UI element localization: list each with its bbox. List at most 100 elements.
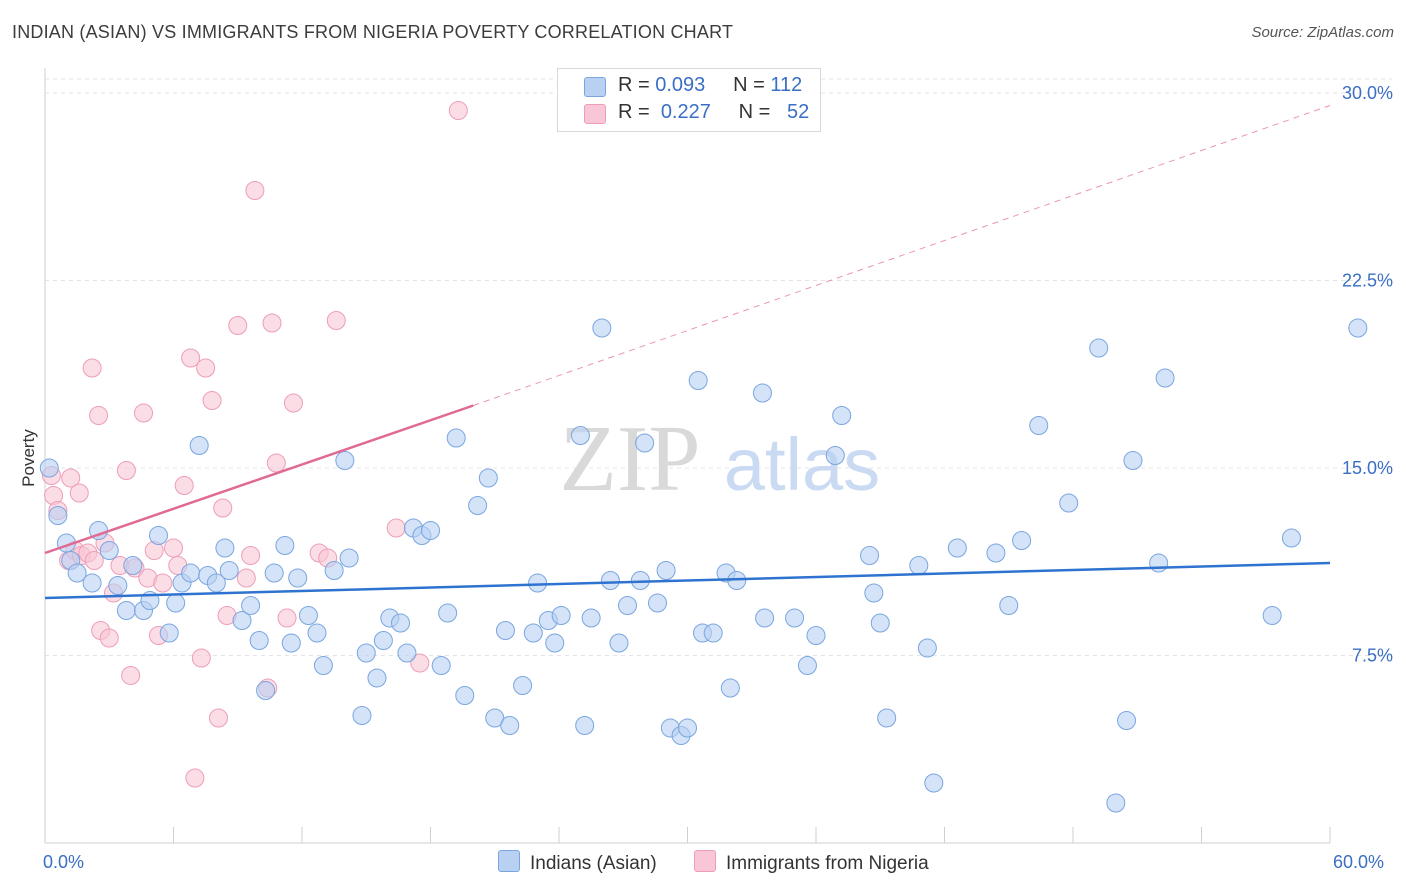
data-point-indians [688, 371, 708, 390]
data-point-indians [313, 656, 333, 675]
data-point-indians [298, 606, 318, 625]
data-point-indians [648, 593, 668, 613]
data-point-indians [1029, 416, 1049, 435]
trend-line-indians [44, 561, 1331, 600]
data-point-nigeria [213, 498, 233, 518]
legend-swatch-blue [584, 77, 606, 97]
data-point-indians [39, 458, 59, 478]
data-point-nigeria [121, 666, 141, 685]
bottom-legend-indians: Indians (Asian) [498, 850, 657, 875]
data-point-nigeria [191, 648, 211, 668]
data-point-indians [528, 573, 548, 593]
trend-line-nigeria-extension [473, 105, 1331, 406]
data-point-indians [82, 573, 102, 593]
data-point-indians [1059, 493, 1079, 513]
data-point-indians [438, 603, 458, 623]
y-tick-label: 7.5% [1352, 646, 1393, 666]
stats-legend: R = 0.093 N = 112 R = 0.227 N = 52 [557, 68, 821, 132]
series-immigrants-from-nigeria [41, 101, 468, 788]
data-point-indians [67, 563, 87, 583]
data-point-indians [755, 608, 775, 628]
data-point-indians [947, 538, 967, 558]
r-value: 0.227 [660, 101, 711, 123]
data-point-indians [275, 536, 295, 555]
data-point-indians [421, 521, 440, 540]
data-point-indians [288, 568, 308, 588]
data-point-indians [241, 596, 261, 615]
data-point-indians [609, 633, 629, 653]
data-point-indians [785, 608, 805, 628]
data-point-indians [181, 563, 201, 583]
data-point-nigeria [134, 403, 154, 423]
data-point-nigeria [283, 393, 303, 413]
data-point-nigeria [196, 358, 216, 378]
data-point-nigeria [99, 628, 119, 648]
data-point-nigeria [262, 313, 282, 333]
source-credit: Source: ZipAtlas.com [1251, 24, 1394, 41]
data-point-nigeria [185, 768, 205, 788]
data-point-indians [581, 608, 601, 628]
data-point-indians [307, 623, 327, 643]
data-point-indians [1123, 451, 1143, 470]
data-point-nigeria [164, 538, 183, 558]
data-point-indians [860, 546, 880, 565]
data-point-indians [797, 656, 817, 675]
bottom-legend-nigeria: Immigrants from Nigeria [694, 850, 929, 875]
n-value: 52 [787, 101, 810, 123]
data-point-nigeria [208, 708, 228, 728]
n-label: N = [738, 101, 771, 123]
r-label: R = [618, 74, 650, 96]
data-point-nigeria [228, 316, 248, 335]
data-point-nigeria [266, 453, 286, 473]
data-point-nigeria [153, 573, 173, 593]
data-point-indians [917, 638, 937, 658]
data-point-indians [189, 436, 209, 455]
y-tick-labels: 7.5% 15.0% 22.5% 30.0% [1342, 83, 1393, 666]
data-point-indians [1089, 338, 1109, 358]
data-point-nigeria [386, 518, 406, 538]
data-point-nigeria [181, 348, 201, 368]
x-tick-max: 60.0% [1333, 852, 1385, 872]
data-point-indians [523, 623, 543, 643]
series-indians-asian [39, 318, 1368, 813]
data-point-indians [468, 496, 488, 515]
y-tick-label: 22.5% [1342, 271, 1393, 291]
watermark-zip: ZIP [560, 407, 701, 511]
data-point-indians [123, 556, 143, 575]
data-point-indians [352, 706, 372, 725]
data-point-indians [545, 633, 565, 653]
data-point-indians [485, 708, 505, 728]
data-point-indians [478, 468, 498, 488]
data-point-indians [391, 613, 411, 633]
data-point-indians [1155, 368, 1175, 388]
legend-label-indians: Indians (Asian) [530, 853, 657, 874]
x-tick-min: 0.0% [43, 852, 85, 872]
data-point-indians [720, 678, 740, 698]
n-value: 112 [770, 74, 803, 96]
data-point-indians [1149, 553, 1169, 573]
data-point-indians [832, 406, 852, 425]
r-value: 0.093 [655, 74, 706, 96]
data-point-indians [495, 621, 515, 640]
data-point-indians [373, 631, 393, 650]
data-point-nigeria [236, 568, 256, 588]
data-point-nigeria [174, 476, 194, 495]
data-point-indians [656, 561, 676, 580]
data-point-nigeria [245, 181, 265, 200]
data-point-indians [215, 538, 235, 558]
data-point-indians [397, 643, 417, 663]
data-point-indians [825, 446, 845, 465]
legend-label-nigeria: Immigrants from Nigeria [726, 853, 929, 874]
data-point-nigeria [84, 551, 104, 570]
data-point-indians [249, 631, 269, 650]
trend-lines [44, 105, 1331, 600]
data-point-indians [864, 583, 884, 603]
data-point-indians [999, 596, 1019, 615]
data-point-indians [635, 433, 655, 453]
data-point-indians [219, 561, 239, 580]
data-point-indians [703, 623, 723, 643]
data-point-indians [48, 506, 68, 525]
data-point-nigeria [82, 358, 102, 378]
data-point-indians [1012, 531, 1032, 550]
